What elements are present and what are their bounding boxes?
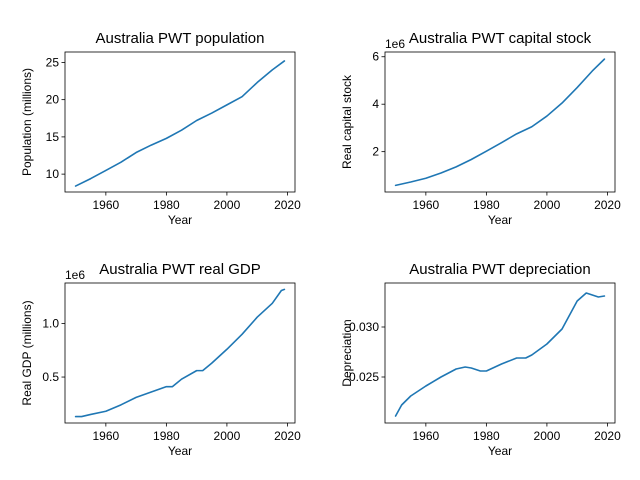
x-tick-label: 2020 xyxy=(594,429,621,443)
y-tick-label: 0.5 xyxy=(42,370,59,384)
axes-frame xyxy=(384,51,616,193)
subplot-title: Australia PWT population xyxy=(96,30,265,47)
x-tick-label: 1980 xyxy=(473,429,500,443)
y-tick-label: 0.025 xyxy=(349,370,379,384)
x-axis-label: Year xyxy=(168,213,192,227)
x-tick-label: 2020 xyxy=(274,429,301,443)
x-tick-label: 1960 xyxy=(413,429,440,443)
y-axis-label: Real capital stock xyxy=(340,74,354,169)
x-tick-label: 1960 xyxy=(93,198,120,212)
y-axis-label: Population (millions) xyxy=(20,68,34,176)
x-tick-label: 1980 xyxy=(473,198,500,212)
axes-frame xyxy=(384,282,616,424)
x-tick-label: 1980 xyxy=(153,429,180,443)
y-tick-label: 15 xyxy=(46,130,60,144)
axes-frame xyxy=(64,51,296,193)
subplot-real-gdp: Australia PWT real GDP Year Real GDP (mi… xyxy=(20,261,301,458)
y-tick-label: 20 xyxy=(46,93,60,107)
subplot-population: Australia PWT population Year Population… xyxy=(20,30,301,227)
x-tick-label: 1980 xyxy=(153,198,180,212)
y-offset-text: 1e6 xyxy=(65,268,85,282)
series-line xyxy=(394,58,606,187)
x-tick-label: 1960 xyxy=(413,198,440,212)
x-axis-label: Year xyxy=(488,213,512,227)
x-tick-label: 2000 xyxy=(534,429,561,443)
series-line xyxy=(394,292,606,417)
y-tick-label: 1.0 xyxy=(42,317,59,331)
subplot-depreciation: Australia PWT depreciation Year Deprecia… xyxy=(340,261,621,458)
y-tick-label: 2 xyxy=(372,145,379,159)
x-tick-label: 2000 xyxy=(214,429,241,443)
y-axis-label: Depreciation xyxy=(340,319,354,386)
x-tick-label: 2000 xyxy=(534,198,561,212)
x-axis-label: Year xyxy=(488,444,512,458)
y-offset-text: 1e6 xyxy=(385,37,405,51)
y-axis-label: Real GDP (millions) xyxy=(20,300,34,405)
y-tick-label: 10 xyxy=(46,167,60,181)
x-tick-label: 2020 xyxy=(594,198,621,212)
subplot-title: Australia PWT depreciation xyxy=(409,261,590,278)
subplot-title: Australia PWT capital stock xyxy=(409,30,592,47)
y-tick-label: 25 xyxy=(46,55,60,69)
axes-frame xyxy=(64,282,296,424)
y-tick-label: 0.030 xyxy=(349,320,379,334)
x-tick-label: 2020 xyxy=(274,198,301,212)
subplot-capital-stock: Australia PWT capital stock Year Real ca… xyxy=(340,30,621,227)
subplot-title: Australia PWT real GDP xyxy=(99,261,260,278)
series-line xyxy=(74,60,286,187)
series-line xyxy=(74,288,286,418)
x-tick-label: 1960 xyxy=(93,429,120,443)
x-axis-label: Year xyxy=(168,444,192,458)
x-tick-label: 2000 xyxy=(214,198,241,212)
y-tick-label: 4 xyxy=(372,97,379,111)
y-tick-label: 6 xyxy=(372,50,379,64)
